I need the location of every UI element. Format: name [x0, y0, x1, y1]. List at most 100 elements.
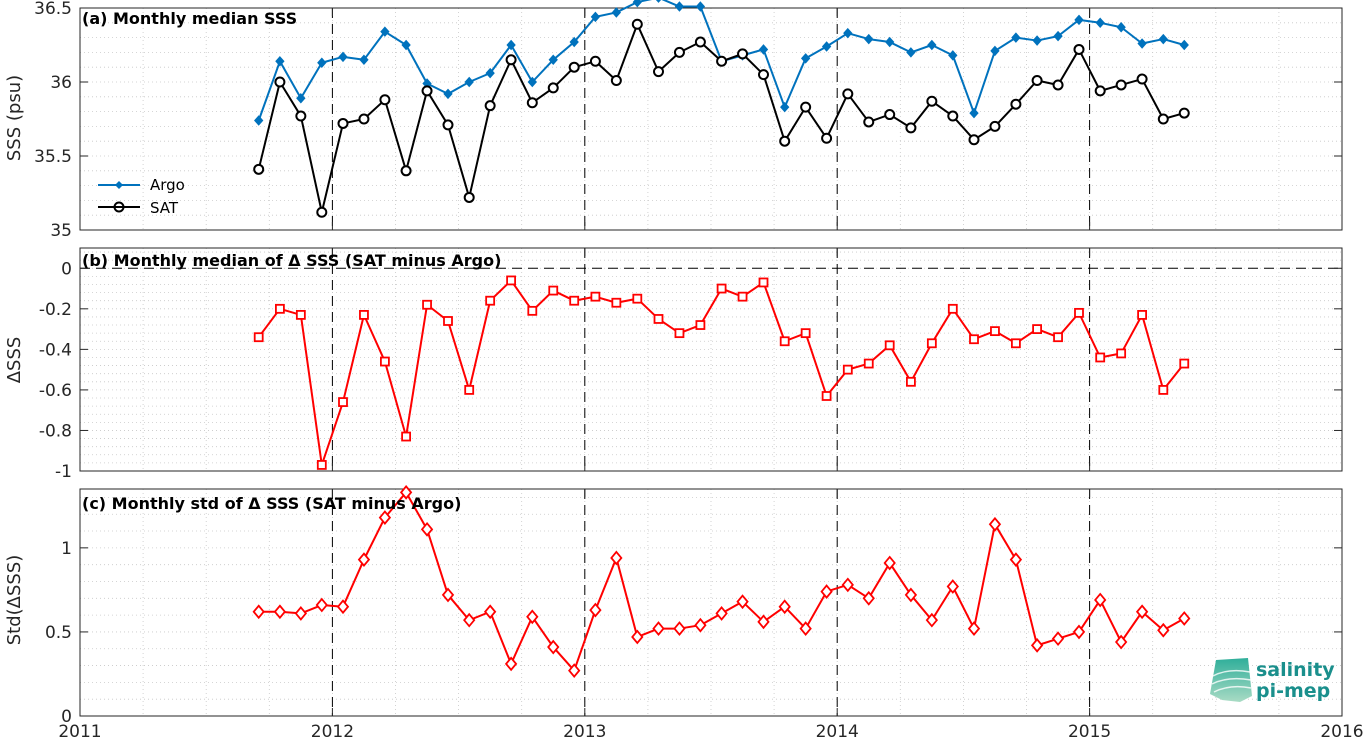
data-point	[842, 364, 853, 375]
data-point-argo	[1074, 14, 1084, 26]
y-tick-label: -0.2	[39, 300, 72, 320]
x-tick-label: 2013	[563, 722, 606, 742]
data-point	[695, 320, 706, 330]
data-point-sat	[905, 122, 917, 134]
data-point	[862, 590, 875, 606]
data-point	[758, 277, 769, 288]
data-point-argo	[821, 41, 832, 52]
panel-b-ylabel: ΔSSS	[4, 337, 25, 384]
data-point	[1030, 637, 1044, 653]
data-point-sat	[947, 110, 959, 122]
data-point-sat	[463, 191, 475, 203]
y-tick-label: -0.4	[39, 340, 72, 360]
data-point-sat	[421, 85, 433, 97]
data-point-sat	[316, 206, 328, 218]
data-point	[1009, 552, 1023, 568]
data-point	[988, 516, 1002, 532]
data-point	[821, 391, 832, 401]
y-tick-label: 0.5	[45, 623, 72, 643]
data-point	[778, 599, 791, 615]
data-point	[253, 332, 264, 343]
data-point-sat	[737, 48, 749, 60]
data-point-argo	[443, 88, 453, 100]
axes-frame	[79, 488, 1343, 717]
data-point-sat	[547, 82, 559, 94]
data-point-argo	[990, 45, 1000, 57]
data-point	[904, 587, 918, 603]
data-point	[338, 397, 348, 407]
data-point-sat	[400, 165, 412, 177]
data-point-sat	[1136, 73, 1148, 85]
data-point-argo	[1137, 38, 1147, 49]
data-point-argo	[969, 107, 979, 119]
data-point-argo	[1032, 35, 1042, 46]
y-tick-label: -0.8	[39, 421, 72, 441]
data-point	[800, 328, 811, 339]
x-tick-label: 2011	[58, 722, 101, 742]
data-point-argo	[1011, 32, 1021, 43]
legend-argo-marker	[115, 181, 123, 189]
data-point-sat	[653, 66, 665, 78]
data-point-argo	[569, 36, 579, 48]
data-point-argo	[632, 0, 642, 8]
data-point	[401, 431, 412, 442]
panel-b-title: (b) Monthly median of Δ SSS (SAT minus A…	[82, 251, 501, 270]
data-point	[1094, 592, 1107, 608]
data-point	[779, 336, 790, 347]
data-point-sat	[800, 101, 812, 113]
y-tick-label: -1	[55, 462, 72, 482]
data-point-sat	[968, 134, 980, 146]
data-point-argo	[317, 57, 327, 69]
data-point-argo	[338, 51, 348, 63]
data-point	[1032, 324, 1043, 334]
data-point	[673, 621, 686, 636]
x-tick-label: 2016	[1320, 722, 1363, 742]
data-point	[504, 656, 518, 672]
data-point	[506, 275, 516, 286]
panel-a-ylabel: SSS (psu)	[4, 75, 25, 161]
y-tick-label: 0	[61, 259, 72, 279]
data-point-sat	[989, 120, 1001, 132]
legend-sat-marker	[113, 201, 125, 213]
panel-b-monthly-median-delta-sss: -1 -0.8 -0.6 -0.4 -0.2 0	[39, 247, 1343, 482]
y-tick-label: 36.5	[34, 0, 72, 19]
data-point	[1137, 309, 1147, 320]
data-point-argo	[359, 54, 369, 66]
data-point-sat	[863, 116, 875, 128]
data-point	[610, 550, 623, 566]
data-point-sat	[1031, 75, 1043, 87]
data-point	[275, 303, 285, 314]
data-point	[315, 597, 328, 613]
data-point	[1072, 624, 1086, 640]
data-point-argo	[948, 50, 958, 61]
y-tick-label: 36	[50, 73, 72, 93]
data-point	[357, 552, 371, 568]
data-point-sat	[1010, 98, 1022, 110]
data-point	[294, 606, 308, 621]
data-point	[316, 460, 327, 470]
legend-sat-label: SAT	[150, 199, 179, 217]
data-point	[485, 295, 496, 306]
data-point-argo	[590, 11, 601, 23]
data-point	[946, 579, 959, 594]
panel-c-ylabel: Std(ΔSSS)	[4, 555, 25, 646]
data-point	[1074, 307, 1084, 318]
data-point	[632, 293, 643, 304]
data-point-argo	[380, 26, 390, 37]
data-point-argo	[885, 36, 895, 48]
data-point	[884, 340, 895, 351]
data-point	[820, 584, 833, 599]
data-point-argo	[758, 44, 769, 55]
data-point	[631, 629, 644, 645]
y-tick-label: 35.5	[34, 147, 72, 167]
data-point	[841, 577, 854, 593]
data-point-argo	[1158, 33, 1168, 45]
data-point-sat	[673, 46, 685, 58]
data-point	[1178, 611, 1191, 626]
data-point-argo	[1116, 21, 1126, 33]
data-point-argo	[275, 56, 285, 67]
series-line	[257, 279, 1186, 466]
data-point	[1095, 352, 1106, 363]
panel-a-monthly-median-sss: 35 35.5 36 36.5	[34, 0, 1343, 241]
data-point-sat	[1115, 79, 1127, 91]
